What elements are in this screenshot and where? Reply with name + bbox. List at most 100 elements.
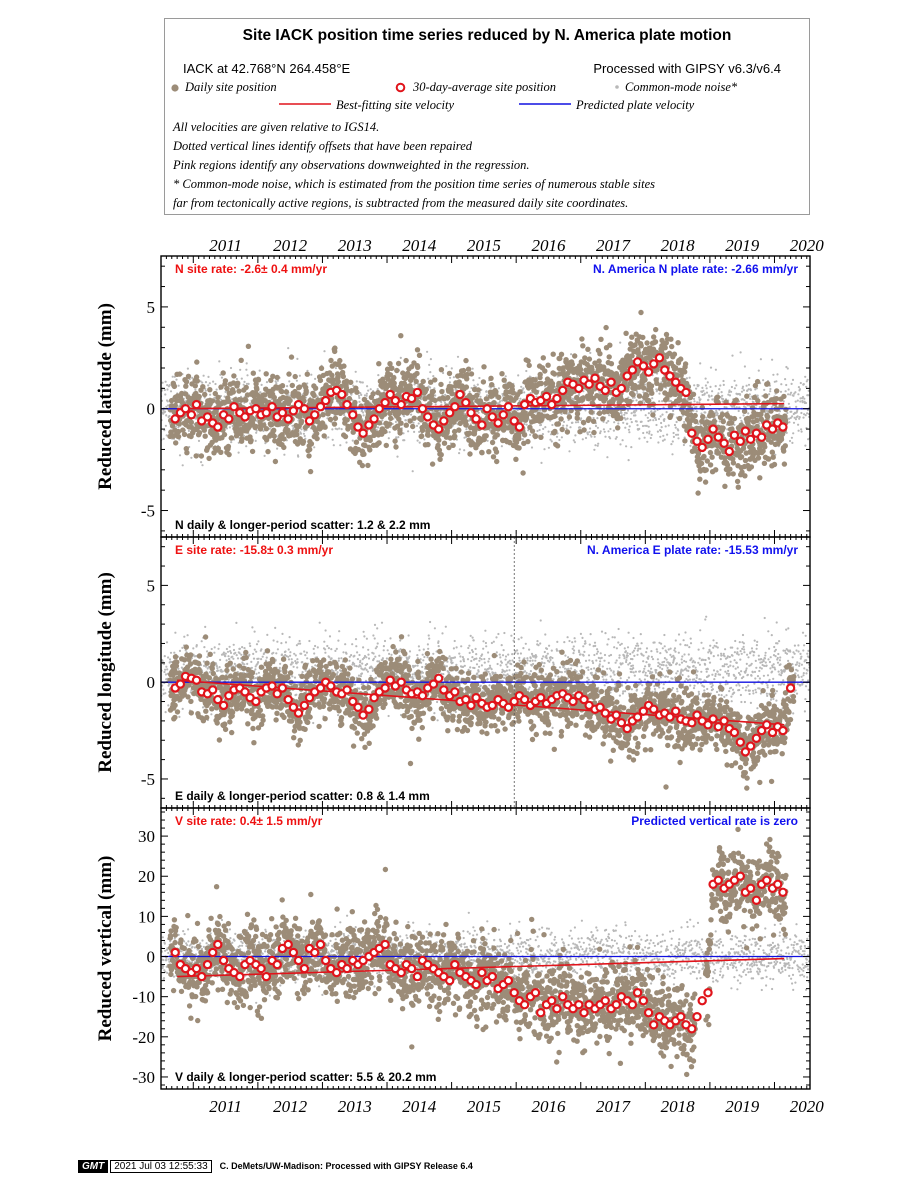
daily-point [391, 375, 397, 381]
daily-point [464, 376, 470, 382]
cmn-point [230, 441, 233, 444]
cmn-point [458, 448, 461, 451]
daily-point [516, 436, 522, 442]
cmn-point [164, 410, 167, 413]
cmn-point [625, 445, 628, 448]
daily-point [493, 449, 500, 455]
x-tick-label-top: 2016 [531, 236, 566, 255]
cmn-point [569, 426, 572, 429]
daily-point [569, 361, 575, 367]
daily-point [463, 421, 469, 428]
daily-point [636, 393, 643, 399]
cmn-point [214, 382, 217, 386]
cmn-point [292, 427, 295, 430]
cmn-point [529, 392, 532, 395]
daily-point [748, 464, 755, 470]
daily-point [262, 392, 268, 398]
cmn-point [743, 399, 746, 402]
daily-point [192, 383, 198, 389]
daily-point [619, 397, 625, 403]
cmn-point [720, 391, 723, 394]
cmn-point [427, 377, 430, 380]
daily-point [572, 353, 578, 359]
daily-point [599, 376, 606, 382]
x-tick-label-top: 2017 [596, 236, 632, 255]
cmn-point [523, 422, 526, 426]
daily-point [381, 411, 388, 417]
cmn-point [442, 371, 445, 375]
cmn-point [725, 406, 728, 409]
cmn-point [677, 429, 680, 432]
cmn-point [522, 387, 525, 390]
cmn-point [640, 409, 643, 412]
daily-point [220, 370, 226, 376]
daily-point [183, 383, 189, 389]
avg-point [740, 426, 751, 436]
cmn-point [456, 355, 460, 358]
daily-point [271, 394, 277, 401]
daily-point [486, 449, 492, 455]
cmn-point [565, 424, 569, 427]
avg-point [261, 408, 271, 418]
cmn-point [790, 382, 793, 385]
daily-point [202, 433, 208, 439]
daily-point [730, 460, 737, 466]
daily-point [436, 437, 442, 443]
cmn-point [365, 394, 368, 397]
cmn-point [762, 379, 765, 382]
cmn-point [770, 406, 773, 409]
cmn-point [402, 432, 405, 435]
daily-point [294, 431, 300, 438]
daily-point [398, 333, 404, 339]
daily-point [263, 437, 270, 443]
daily-point [177, 371, 183, 377]
daily-point [537, 371, 543, 378]
cmn-point [242, 383, 245, 386]
cmn-point [792, 421, 796, 424]
daily-point [359, 462, 366, 469]
cmn-point [590, 435, 593, 438]
cmn-point [787, 388, 790, 391]
daily-point [644, 392, 650, 399]
x-tick-label-top: 2019 [725, 236, 760, 255]
avg-point [191, 399, 202, 410]
daily-point [465, 366, 472, 372]
cmn-point [540, 461, 543, 464]
cmn-point [336, 428, 339, 431]
cmn-point [737, 409, 740, 413]
cmn-point [740, 390, 744, 393]
daily-point [644, 340, 650, 346]
cmn-point [646, 440, 649, 443]
cmn-point [654, 417, 657, 420]
cmn-point [568, 450, 571, 453]
cmn-point [332, 444, 335, 447]
daily-point [171, 383, 178, 390]
daily-point [331, 421, 338, 427]
daily-point [376, 420, 383, 426]
daily-point [653, 326, 659, 333]
daily-point [294, 427, 300, 434]
cmn-point [644, 424, 647, 427]
cmn-point [465, 428, 468, 431]
daily-point [781, 448, 787, 454]
daily-point [392, 438, 398, 444]
cmn-point [339, 444, 342, 447]
cmn-point [752, 401, 755, 404]
cmn-point [635, 409, 638, 412]
cmn-point [759, 358, 763, 361]
cmn-point [245, 445, 248, 448]
cmn-point [756, 394, 759, 397]
cmn-point [417, 422, 420, 425]
daily-point [447, 423, 453, 429]
cmn-point [527, 429, 530, 432]
daily-point [394, 423, 401, 429]
cmn-point [168, 414, 171, 418]
avg-point [600, 385, 611, 396]
daily-point [551, 371, 558, 377]
daily-point [474, 392, 480, 398]
cmn-point [802, 416, 805, 419]
cmn-point [463, 449, 466, 452]
daily-point [239, 436, 245, 442]
daily-point [425, 441, 431, 448]
legend-fit-line [279, 103, 331, 105]
